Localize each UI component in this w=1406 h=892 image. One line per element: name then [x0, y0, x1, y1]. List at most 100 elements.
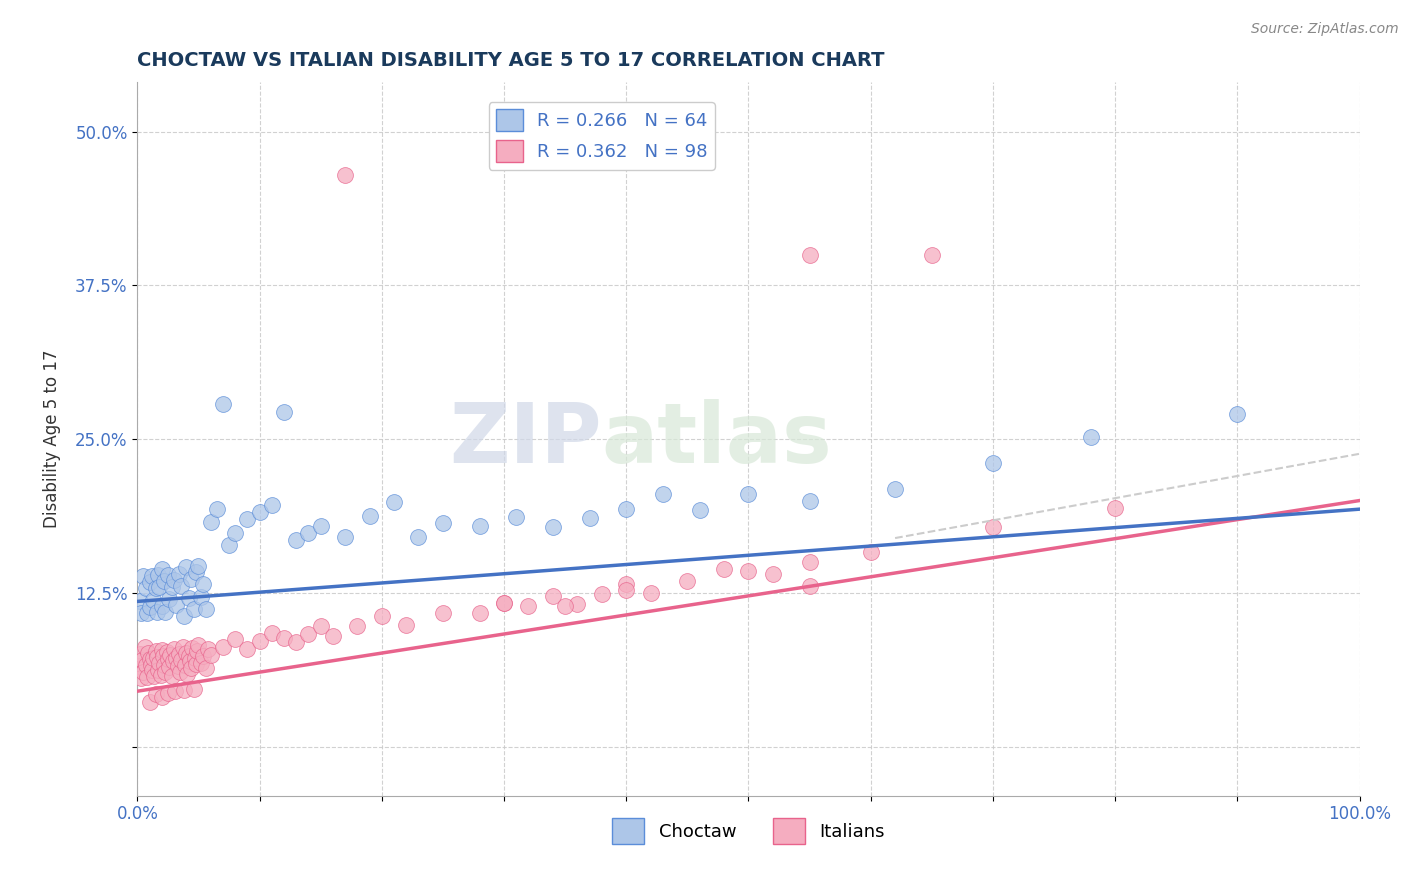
Point	[159, 648, 181, 663]
Point	[142, 593, 165, 607]
Point	[174, 658, 197, 673]
Point	[155, 605, 177, 619]
Point	[260, 626, 283, 640]
Point	[193, 577, 215, 591]
Text: Source: ZipAtlas.com: Source: ZipAtlas.com	[1251, 22, 1399, 37]
Point	[152, 649, 174, 664]
Point	[273, 405, 295, 419]
Point	[1080, 430, 1102, 444]
Point	[138, 651, 160, 665]
Point	[129, 607, 152, 621]
Point	[567, 597, 589, 611]
Point	[799, 579, 821, 593]
Legend: R = 0.266   N = 64, R = 0.362   N = 98: R = 0.266 N = 64, R = 0.362 N = 98	[488, 102, 716, 169]
Point	[170, 653, 193, 667]
Point	[297, 626, 319, 640]
Point	[156, 645, 179, 659]
Point	[297, 526, 319, 541]
Point	[165, 684, 187, 698]
Point	[176, 666, 198, 681]
Point	[132, 569, 155, 583]
Point	[432, 516, 454, 530]
Point	[194, 601, 217, 615]
Point	[183, 681, 205, 696]
Point	[157, 659, 180, 673]
Point	[676, 574, 699, 588]
Point	[309, 519, 332, 533]
Point	[468, 606, 491, 620]
Point	[183, 602, 205, 616]
Point	[212, 397, 235, 411]
Point	[150, 690, 173, 705]
Point	[145, 581, 167, 595]
Point	[578, 511, 600, 525]
Point	[640, 585, 662, 599]
Point	[128, 659, 150, 673]
Point	[150, 562, 173, 576]
Point	[184, 657, 207, 671]
Point	[651, 487, 673, 501]
Point	[150, 643, 173, 657]
Point	[200, 648, 222, 662]
Point	[591, 587, 613, 601]
Point	[180, 661, 202, 675]
Point	[884, 482, 907, 496]
Point	[249, 505, 271, 519]
Point	[167, 566, 190, 581]
Point	[184, 650, 207, 665]
Point	[145, 688, 167, 702]
Point	[737, 564, 759, 578]
Y-axis label: Disability Age 5 to 17: Disability Age 5 to 17	[44, 350, 60, 528]
Point	[138, 695, 160, 709]
Point	[212, 640, 235, 654]
Point	[135, 582, 157, 596]
Point	[322, 629, 344, 643]
Point	[799, 494, 821, 508]
Point	[505, 510, 527, 524]
Point	[432, 606, 454, 620]
Point	[166, 651, 188, 665]
Point	[859, 545, 882, 559]
Point	[163, 573, 186, 587]
Point	[713, 562, 735, 576]
Point	[160, 580, 183, 594]
Point	[148, 581, 170, 595]
Point	[153, 657, 176, 672]
Point	[128, 594, 150, 608]
Point	[156, 652, 179, 666]
Point	[136, 606, 159, 620]
Point	[1104, 500, 1126, 515]
Point	[172, 640, 194, 655]
Point	[689, 503, 711, 517]
Point	[541, 520, 564, 534]
Point	[190, 656, 212, 670]
Point	[614, 502, 637, 516]
Point	[981, 456, 1004, 470]
Point	[146, 605, 169, 619]
Point	[177, 649, 200, 664]
Point	[131, 653, 153, 667]
Point	[139, 657, 162, 672]
Text: atlas: atlas	[602, 399, 832, 480]
Point	[177, 591, 200, 605]
Point	[146, 568, 169, 582]
Point	[166, 598, 188, 612]
Point	[156, 685, 179, 699]
Point	[174, 560, 197, 574]
Point	[371, 609, 394, 624]
Point	[170, 579, 193, 593]
Point	[148, 656, 170, 670]
Point	[146, 650, 169, 665]
Point	[138, 575, 160, 590]
Point	[249, 634, 271, 648]
Point	[273, 631, 295, 645]
Point	[169, 665, 191, 680]
Point	[180, 572, 202, 586]
Point	[285, 635, 308, 649]
Point	[190, 590, 212, 604]
Point	[142, 651, 165, 665]
Point	[173, 609, 195, 624]
Point	[141, 568, 163, 582]
Point	[162, 654, 184, 668]
Point	[146, 663, 169, 677]
